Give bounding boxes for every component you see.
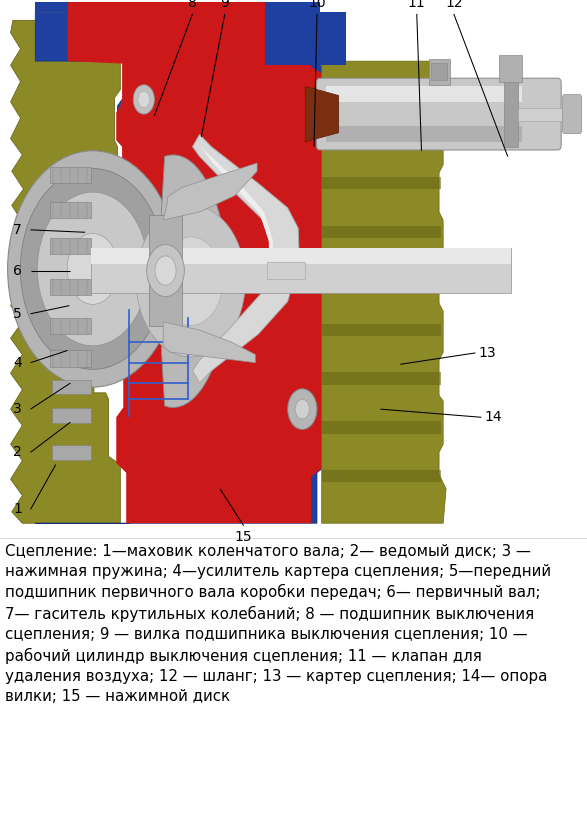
Polygon shape bbox=[193, 134, 299, 383]
Polygon shape bbox=[322, 177, 441, 189]
Polygon shape bbox=[96, 267, 106, 277]
Polygon shape bbox=[50, 238, 91, 254]
Polygon shape bbox=[91, 248, 511, 264]
Polygon shape bbox=[322, 128, 441, 140]
Polygon shape bbox=[161, 155, 228, 408]
Text: 10: 10 bbox=[308, 0, 326, 10]
Text: 11: 11 bbox=[408, 0, 426, 10]
Polygon shape bbox=[322, 226, 441, 238]
Polygon shape bbox=[50, 350, 91, 367]
Circle shape bbox=[136, 205, 245, 357]
Text: 3: 3 bbox=[14, 402, 22, 416]
Polygon shape bbox=[52, 380, 91, 394]
Polygon shape bbox=[50, 202, 91, 218]
Text: 5: 5 bbox=[14, 306, 22, 321]
Polygon shape bbox=[50, 318, 91, 334]
Polygon shape bbox=[35, 2, 320, 12]
Polygon shape bbox=[322, 61, 446, 523]
Text: 12: 12 bbox=[445, 0, 463, 10]
Polygon shape bbox=[429, 59, 450, 85]
Polygon shape bbox=[326, 126, 522, 142]
Polygon shape bbox=[499, 55, 522, 82]
Circle shape bbox=[138, 91, 150, 108]
Circle shape bbox=[8, 151, 178, 387]
Circle shape bbox=[288, 389, 317, 430]
Polygon shape bbox=[267, 262, 305, 279]
Polygon shape bbox=[322, 470, 441, 482]
Polygon shape bbox=[50, 167, 91, 183]
Circle shape bbox=[147, 244, 184, 297]
Circle shape bbox=[133, 85, 154, 114]
Polygon shape bbox=[68, 18, 342, 523]
Polygon shape bbox=[322, 324, 441, 336]
Polygon shape bbox=[163, 322, 255, 363]
Polygon shape bbox=[265, 12, 346, 65]
Polygon shape bbox=[68, 2, 265, 18]
Polygon shape bbox=[91, 248, 511, 293]
Text: 7: 7 bbox=[14, 222, 22, 237]
Polygon shape bbox=[52, 445, 91, 460]
Circle shape bbox=[155, 256, 176, 285]
Polygon shape bbox=[149, 215, 182, 326]
FancyBboxPatch shape bbox=[316, 78, 561, 150]
Polygon shape bbox=[431, 63, 447, 80]
FancyBboxPatch shape bbox=[562, 95, 582, 134]
Text: 1: 1 bbox=[13, 502, 22, 517]
Polygon shape bbox=[322, 79, 441, 91]
Circle shape bbox=[67, 233, 118, 304]
Polygon shape bbox=[11, 20, 120, 523]
Polygon shape bbox=[322, 275, 441, 287]
Circle shape bbox=[295, 399, 309, 419]
Text: 4: 4 bbox=[14, 355, 22, 370]
Text: 9: 9 bbox=[220, 0, 230, 10]
Text: 2: 2 bbox=[14, 445, 22, 460]
Circle shape bbox=[21, 169, 165, 369]
Polygon shape bbox=[265, 12, 346, 65]
Polygon shape bbox=[201, 147, 273, 293]
Polygon shape bbox=[305, 86, 339, 142]
Text: 15: 15 bbox=[235, 530, 252, 544]
Polygon shape bbox=[35, 12, 346, 523]
Text: 8: 8 bbox=[188, 0, 197, 10]
Polygon shape bbox=[518, 108, 569, 121]
Polygon shape bbox=[322, 421, 441, 434]
Text: 6: 6 bbox=[13, 263, 22, 278]
Circle shape bbox=[38, 192, 148, 346]
Polygon shape bbox=[52, 408, 91, 423]
Polygon shape bbox=[322, 372, 441, 385]
Polygon shape bbox=[504, 82, 518, 147]
Polygon shape bbox=[50, 279, 91, 295]
Text: Сцепление: 1—маховик коленчатого вала; 2— ведомый диск; 3 —
нажимная пружина; 4—: Сцепление: 1—маховик коленчатого вала; 2… bbox=[5, 544, 551, 704]
Polygon shape bbox=[163, 163, 257, 220]
Polygon shape bbox=[326, 86, 522, 102]
Text: 13: 13 bbox=[478, 346, 496, 360]
Circle shape bbox=[159, 237, 222, 325]
Text: 14: 14 bbox=[484, 410, 502, 425]
